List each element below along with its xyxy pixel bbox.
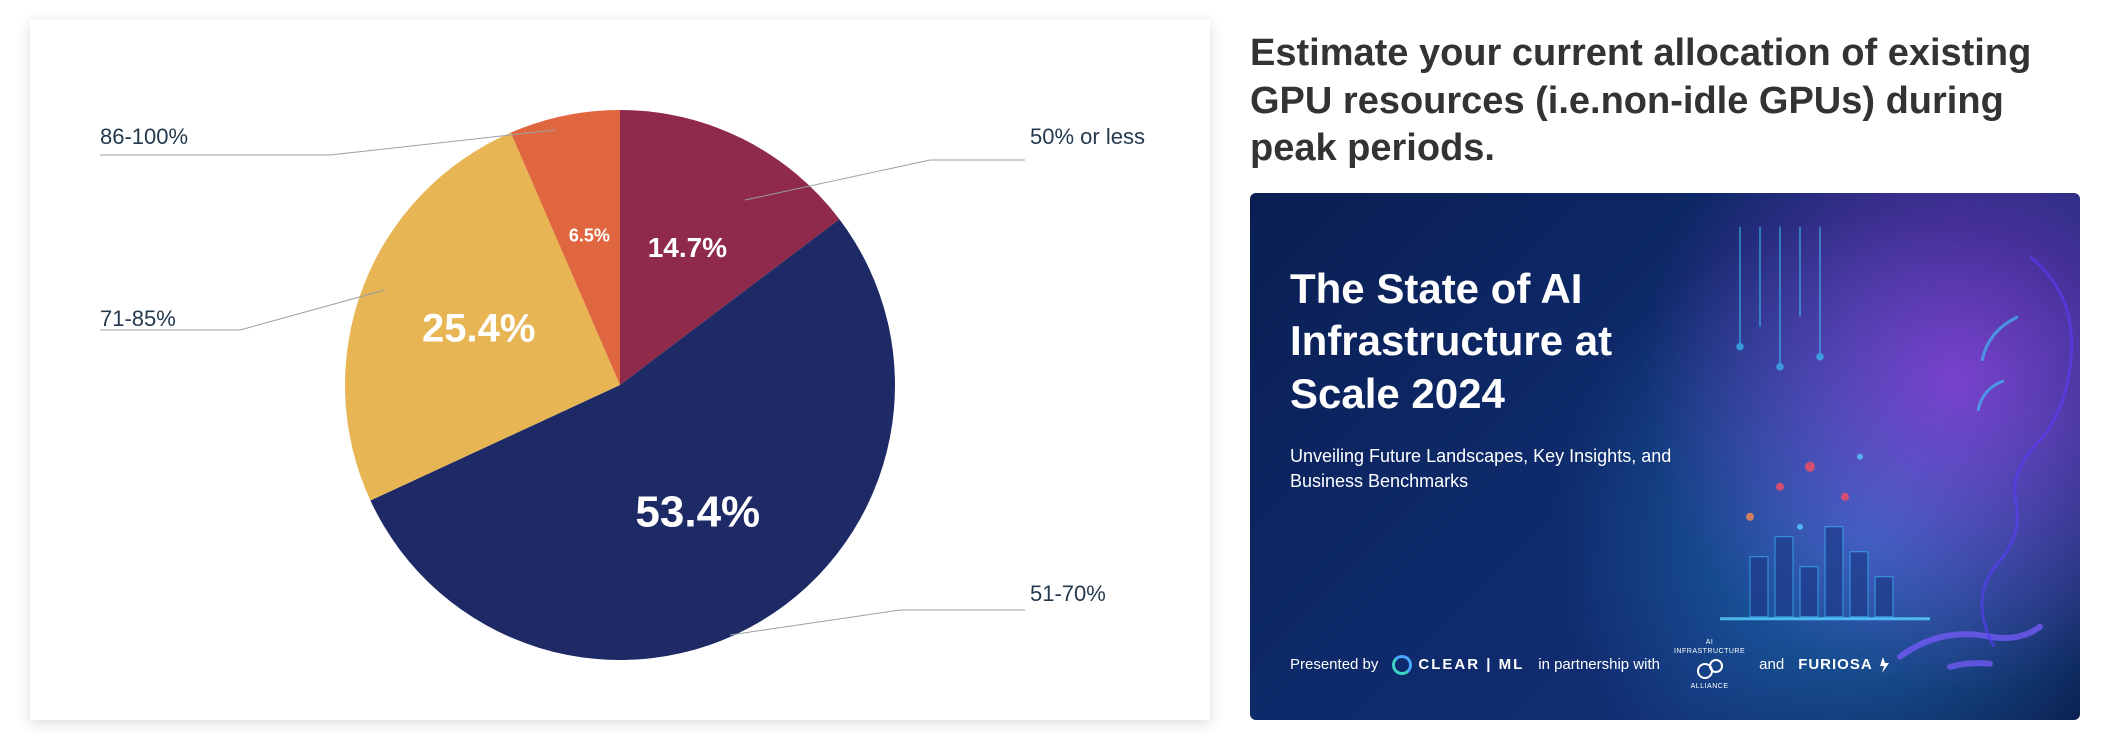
promo-title: The State of AI Infrastructure at Scale … bbox=[1290, 263, 1710, 421]
pie-leader-line bbox=[730, 610, 1025, 635]
furiosa-bolt-icon bbox=[1877, 657, 1893, 673]
pie-slice-value: 25.4% bbox=[422, 307, 535, 351]
partnership-label: in partnership with bbox=[1538, 656, 1660, 673]
pie-slice-label: 51-70% bbox=[1030, 581, 1106, 606]
presented-by-label: Presented by bbox=[1290, 656, 1378, 673]
pie-slice-value: 6.5% bbox=[569, 226, 610, 246]
alliance-line-3: ALLIANCE bbox=[1691, 683, 1729, 690]
pie-slice-value: 14.7% bbox=[648, 232, 727, 263]
clearml-logo: CLEAR | ML bbox=[1392, 655, 1524, 675]
promo-card: The State of AI Infrastructure at Scale … bbox=[1250, 193, 2080, 721]
and-label: and bbox=[1759, 656, 1784, 673]
promo-text-block: The State of AI Infrastructure at Scale … bbox=[1290, 263, 2040, 495]
clearml-text: CLEAR | ML bbox=[1418, 656, 1524, 673]
alliance-line-2: INFRASTRUCTURE bbox=[1674, 648, 1745, 655]
pie-chart-panel: 14.7% 50% or less 53.4% 51-70% 25.4% 71-85% 6.… bbox=[30, 20, 1210, 720]
pie-slice-label: 50% or less bbox=[1030, 124, 1145, 149]
ai-alliance-logo: AI INFRASTRUCTURE ALLIANCE bbox=[1674, 639, 1745, 690]
page-heading: Estimate your current allocation of exis… bbox=[1250, 20, 2080, 173]
right-panel: Estimate your current allocation of exis… bbox=[1250, 20, 2080, 720]
gears-icon bbox=[1695, 657, 1725, 681]
furiosa-text: FURIOSA bbox=[1798, 656, 1873, 673]
pie-slice-label: 86-100% bbox=[100, 124, 188, 149]
pie-slice-label: 71-85% bbox=[100, 306, 176, 331]
furiosa-logo: FURIOSA bbox=[1798, 656, 1893, 673]
pie-slice-value: 53.4% bbox=[635, 487, 760, 536]
alliance-line-1: AI bbox=[1706, 639, 1714, 646]
clearml-ring-icon bbox=[1392, 655, 1412, 675]
promo-footer: Presented by CLEAR | ML in partnership w… bbox=[1290, 639, 2040, 690]
pie-chart-svg: 14.7% 50% or less 53.4% 51-70% 25.4% 71-85% 6.… bbox=[30, 20, 1210, 720]
promo-subtitle: Unveiling Future Landscapes, Key Insight… bbox=[1290, 444, 1710, 494]
